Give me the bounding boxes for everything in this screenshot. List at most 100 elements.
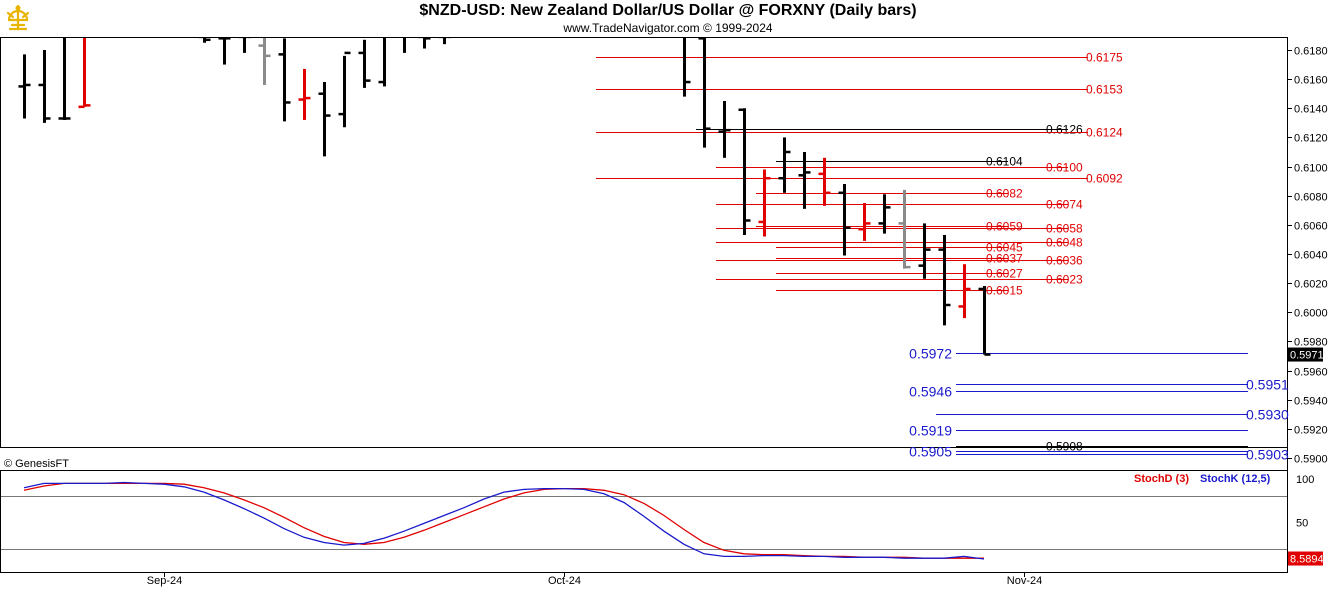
chart-subtitle: www.TradeNavigator.com © 1999-2024 (563, 21, 773, 35)
level-label: 0.6059 (986, 220, 1023, 234)
y-tick-label: 0.6120 (1294, 133, 1328, 145)
osc-y-tick-label: 50 (1296, 518, 1308, 530)
osc-last-value-box (1288, 551, 1323, 566)
ohlc-bar (258, 38, 271, 85)
ohlc-bar (358, 39, 371, 88)
level-label: 0.5951 (1246, 377, 1289, 393)
level-label: 0.6124 (1086, 126, 1123, 140)
ohlc-bar (78, 38, 91, 109)
ohlc-bar (318, 82, 331, 157)
x-tick-label: Sep-24 (147, 575, 182, 587)
level-label: 0.5930 (1246, 407, 1289, 423)
ohlc-bar (738, 108, 751, 236)
genesis-logo-icon (6, 4, 30, 31)
y-tick-label: 0.5920 (1294, 425, 1328, 437)
level-label: 0.6036 (1046, 254, 1083, 268)
level-label: 0.6048 (1046, 236, 1083, 250)
level-label: 0.5946 (909, 384, 952, 400)
level-label: 0.6104 (986, 155, 1023, 169)
stochastic-lines (23, 481, 985, 560)
y-tick-label: 0.6020 (1294, 279, 1328, 291)
ohlc-bar (938, 235, 951, 326)
chart-frame: © GenesisFT (0, 37, 1288, 573)
level-label: 0.6082 (986, 187, 1023, 201)
x-tick-label: Oct-24 (548, 575, 581, 587)
ohlc-bar (278, 38, 291, 122)
ohlc-bar (438, 38, 451, 45)
level-label: 0.6126 (1046, 123, 1083, 137)
ohlc-bar (58, 38, 71, 120)
y-tick-label: 0.5960 (1294, 367, 1328, 379)
y-tick-label: 0.5940 (1294, 396, 1328, 408)
ohlc-bar (718, 101, 731, 158)
y-tick-label: 0.6080 (1294, 192, 1328, 204)
osc-y-tick-label: 100 (1296, 474, 1314, 486)
ohlc-bar (298, 68, 311, 120)
osc-legend-entry: StochD (3) (1134, 473, 1189, 485)
y-tick-label: 0.6000 (1294, 308, 1328, 320)
x-tick-label: Nov-24 (1007, 575, 1042, 587)
osc-last-value-label: 8.5894 (1290, 554, 1324, 566)
ohlc-bar (698, 38, 711, 148)
ohlc-bar (238, 38, 251, 53)
ohlc-bar (198, 38, 211, 43)
y-tick-label: 0.6100 (1294, 163, 1328, 175)
osc-reference-lines (1, 496, 1287, 550)
level-label: 0.6037 (986, 252, 1023, 266)
ohlc-bar (898, 189, 911, 269)
level-label: 0.6058 (1046, 222, 1083, 236)
ohlc-bar (798, 152, 811, 209)
ohlc-bar (38, 50, 51, 123)
y-tick-label: 0.5900 (1294, 454, 1328, 466)
ohlc-bar (818, 157, 831, 206)
stoch-series-line (23, 481, 985, 560)
level-label: 0.5905 (909, 444, 952, 460)
copyright-label: © GenesisFT (4, 458, 69, 470)
level-label: 0.5903 (1246, 447, 1289, 463)
level-label: 0.5919 (909, 423, 952, 439)
osc-legend-entry: StochK (12,5) (1200, 473, 1271, 485)
y-tick-label: 0.6040 (1294, 250, 1328, 262)
chart-title: $NZD-USD: New Zealand Dollar/US Dollar @… (419, 2, 917, 19)
ohlc-bar (778, 137, 791, 193)
last-price-label: 0.5971 (1290, 350, 1324, 362)
stoch-series-line (23, 482, 984, 559)
ohlc-bar (838, 184, 851, 256)
ohlc-bar (378, 38, 386, 87)
ohlc-bar (18, 54, 31, 119)
level-label: 0.6074 (1046, 198, 1083, 212)
ohlc-bar (338, 51, 351, 128)
ohlc-bar (978, 286, 991, 356)
ohlc-bar (758, 169, 771, 237)
last-price-box (1288, 347, 1323, 362)
ohlc-bar (683, 38, 691, 97)
ohlc-bar (418, 38, 431, 49)
y-tick-label: 0.6060 (1294, 221, 1328, 233)
y-tick-label: 0.6180 (1294, 46, 1328, 58)
ohlc-bar (403, 38, 406, 53)
ohlc-bar (878, 194, 891, 234)
level-label: 0.5908 (1046, 440, 1083, 454)
ohlc-bar (858, 203, 871, 241)
price-panel-border (0, 37, 1288, 448)
level-label: 0.6100 (1046, 161, 1083, 175)
y-tick-label: 0.6140 (1294, 104, 1328, 116)
ohlc-bar (958, 264, 971, 319)
axes: 0.6180 0.6160 0.6140 0.6120 0.6100 0.6080 0.60… (147, 46, 1328, 588)
level-label: 0.6045 (986, 241, 1023, 255)
y-tick-label: 0.5980 (1294, 337, 1328, 349)
level-label: 0.6015 (986, 284, 1023, 298)
ohlc-bar (218, 38, 231, 65)
y-tick-label: 0.6160 (1294, 75, 1328, 87)
level-label: 0.6023 (1046, 273, 1083, 287)
level-label: 0.5972 (909, 346, 952, 362)
price-bars (18, 38, 991, 356)
level-label: 0.6175 (1086, 51, 1123, 65)
level-label: 0.6092 (1086, 172, 1123, 186)
level-label: 0.6027 (986, 267, 1023, 281)
level-label: 0.6153 (1086, 83, 1123, 97)
ohlc-bar (918, 223, 931, 279)
